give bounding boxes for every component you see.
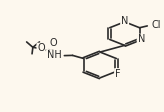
- Text: F: F: [115, 69, 121, 79]
- Text: NH: NH: [47, 50, 62, 60]
- Text: Cl: Cl: [151, 20, 161, 30]
- Text: O: O: [50, 38, 57, 48]
- Text: N: N: [137, 34, 145, 44]
- Text: N: N: [121, 16, 128, 26]
- Text: O: O: [37, 43, 45, 53]
